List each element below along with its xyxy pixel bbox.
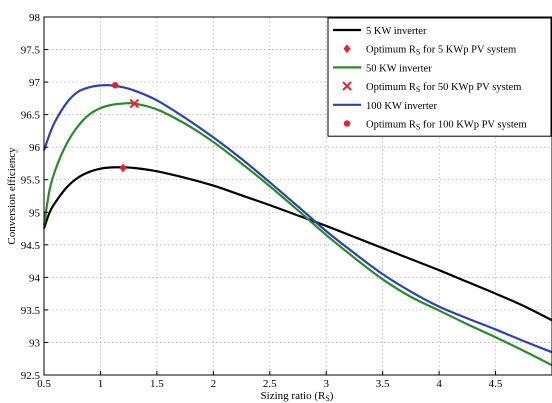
y-tick-label: 92.5 bbox=[21, 370, 41, 382]
x-tick-label: 4.5 bbox=[489, 378, 503, 390]
legend-marker-100kw bbox=[343, 120, 351, 127]
series-line-5kw bbox=[42, 166, 552, 322]
y-tick-label: 95 bbox=[29, 207, 41, 219]
legend: 5 KW inverter Optimum RS for 5 KWp PV sys… bbox=[327, 17, 552, 137]
legend-marker-5kw bbox=[343, 44, 351, 54]
x-axis-label-sub: S bbox=[325, 394, 329, 403]
series-lines bbox=[42, 84, 552, 367]
y-tick-label: 95.5 bbox=[21, 175, 41, 187]
y-axis-label: Conversion efficiency bbox=[6, 147, 18, 245]
y-tick-label: 93 bbox=[29, 337, 41, 349]
optimum-marker-5kw bbox=[119, 163, 127, 173]
y-tick-label: 96.5 bbox=[21, 110, 41, 122]
optimum-markers bbox=[111, 82, 140, 173]
x-axis-label: Sizing ratio (RS) bbox=[261, 390, 334, 403]
y-tick-label: 97.5 bbox=[21, 45, 41, 57]
legend-marker-50kw bbox=[342, 81, 352, 91]
y-axis-ticks: 92.5 93 93.5 94 94.5 95 95.5 96 96.5 97 97.5 98 bbox=[21, 12, 48, 382]
series-line-50kw bbox=[42, 101, 552, 367]
legend-label-optimum-50kw: Optimum RS for 50 KWp PV system bbox=[366, 82, 521, 94]
x-tick-label: 3 bbox=[323, 378, 329, 390]
x-tick-label: 0.5 bbox=[37, 378, 51, 390]
x-tick-label: 2 bbox=[211, 378, 217, 390]
y-tick-label: 94 bbox=[29, 272, 41, 284]
optimum-marker-50kw bbox=[129, 98, 140, 109]
legend-label-optimum-5kw: Optimum RS for 5 KWp PV system bbox=[366, 45, 516, 57]
plot-frame bbox=[43, 16, 552, 376]
grid-lines bbox=[44, 17, 552, 375]
legend-label-50kw: 50 KW inverter bbox=[366, 63, 432, 74]
y-tick-label: 96 bbox=[29, 142, 41, 154]
y-tick-label: 93.5 bbox=[21, 305, 41, 317]
legend-label-5kw: 5 KW inverter bbox=[366, 26, 427, 37]
x-tick-label: 1.5 bbox=[150, 378, 164, 390]
legend-box bbox=[327, 17, 552, 137]
x-axis-label-close: ) bbox=[330, 390, 334, 402]
legend-label-100kw: 100 KW inverter bbox=[366, 101, 437, 112]
series-line-100kw bbox=[42, 84, 552, 354]
x-axis-ticks: 0.5 1 1.5 2 2.5 3 3.5 4 4.5 bbox=[37, 371, 503, 390]
x-tick-label: 2.5 bbox=[263, 378, 277, 390]
y-tick-label: 97 bbox=[29, 77, 41, 89]
legend-label-optimum-100kw: Optimum RS for 100 KWp PV system bbox=[366, 120, 527, 132]
optimum-marker-100kw bbox=[111, 82, 119, 89]
x-tick-label: 3.5 bbox=[376, 378, 390, 390]
y-tick-label: 98 bbox=[29, 12, 41, 24]
x-tick-label: 1 bbox=[98, 378, 104, 390]
y-tick-label: 94.5 bbox=[21, 240, 41, 252]
x-tick-label: 4 bbox=[436, 378, 442, 390]
